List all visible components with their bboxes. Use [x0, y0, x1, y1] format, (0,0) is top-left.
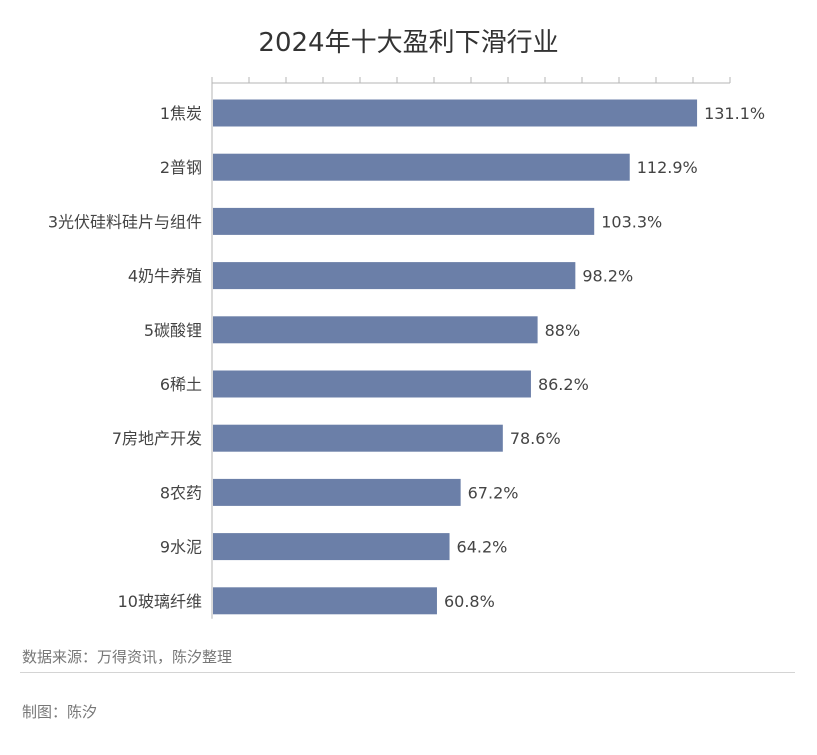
category-label: 5碳酸锂 — [144, 321, 202, 340]
bar — [213, 262, 576, 290]
category-label: 1焦炭 — [160, 104, 202, 123]
bar — [213, 587, 437, 615]
bar — [213, 316, 538, 344]
chart-title: 2024年十大盈利下滑行业 — [258, 28, 559, 58]
value-label: 88% — [545, 321, 581, 340]
bar — [213, 207, 595, 235]
value-label: 60.8% — [444, 592, 495, 611]
author-note: 制图：陈汐 — [22, 703, 98, 721]
value-label: 64.2% — [457, 538, 508, 557]
bar — [213, 424, 503, 452]
value-label: 67.2% — [468, 483, 519, 502]
category-label: 9水泥 — [160, 538, 202, 557]
category-label: 4奶牛养殖 — [128, 267, 202, 286]
category-label: 3光伏硅料硅片与组件 — [48, 212, 202, 231]
value-label: 112.9% — [637, 158, 698, 177]
value-label: 86.2% — [538, 375, 589, 394]
value-label: 103.3% — [601, 212, 662, 231]
category-label: 6稀土 — [160, 375, 202, 394]
bar-chart: 1焦炭 131.1% 2普钢 112.9% 3光伏硅料硅片与组件 103.3% 4奶牛养殖 9… — [48, 77, 765, 619]
bar — [213, 153, 630, 181]
bar — [213, 99, 698, 127]
value-label: 131.1% — [704, 104, 765, 123]
category-label: 8农药 — [160, 483, 202, 502]
bar — [213, 478, 461, 506]
category-label: 2普钢 — [160, 158, 202, 177]
source-note: 数据来源：万得资讯，陈汐整理 — [22, 648, 233, 666]
bar — [213, 533, 450, 561]
category-label: 7房地产开发 — [112, 429, 202, 448]
value-label: 78.6% — [510, 429, 561, 448]
bar — [213, 370, 531, 398]
footer-divider — [20, 672, 795, 673]
category-label: 10玻璃纤维 — [118, 592, 202, 611]
value-label: 98.2% — [582, 267, 633, 286]
